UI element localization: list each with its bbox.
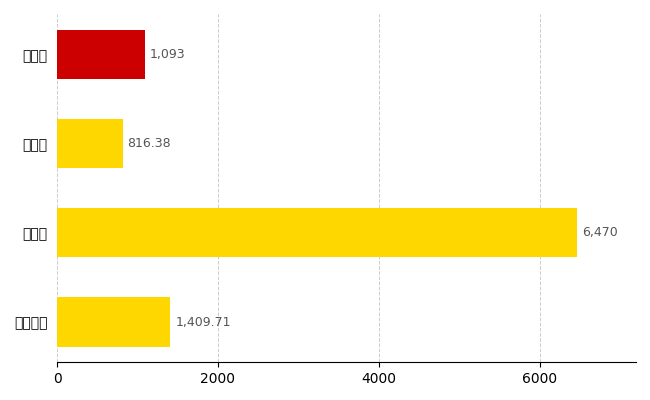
Bar <box>57 298 170 346</box>
Bar <box>57 119 123 168</box>
Text: 816.38: 816.38 <box>127 137 171 150</box>
Text: 1,409.71: 1,409.71 <box>176 316 231 328</box>
Bar <box>57 30 145 79</box>
Text: 6,470: 6,470 <box>582 226 618 239</box>
Text: 1,093: 1,093 <box>150 48 185 61</box>
Bar <box>57 208 577 257</box>
